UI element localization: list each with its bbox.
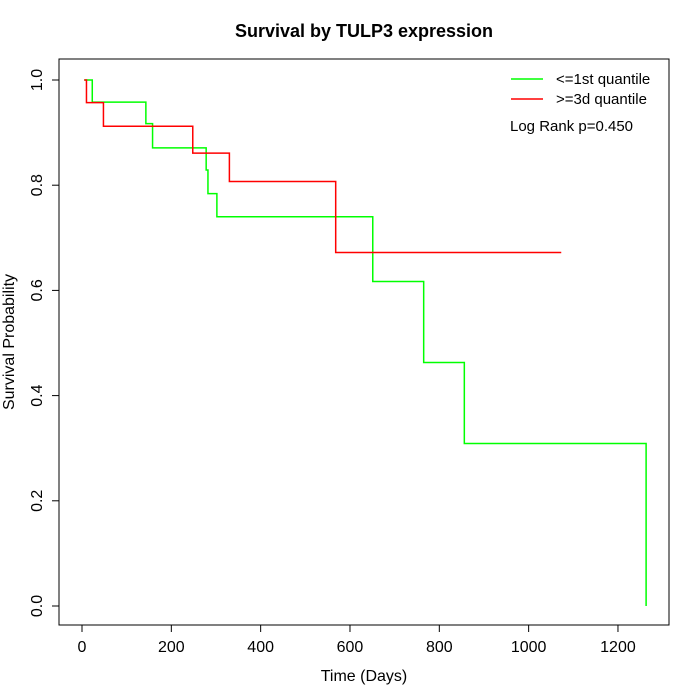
series-line-high-quantile bbox=[84, 79, 562, 254]
x-tick-label: 1200 bbox=[600, 639, 636, 656]
chart-title: Survival by TULP3 expression bbox=[235, 21, 493, 41]
y-tick-label: 0.2 bbox=[29, 490, 46, 512]
x-tick-label: 200 bbox=[158, 639, 185, 656]
y-tick-label: 0.4 bbox=[29, 384, 46, 406]
legend-label: <=1st quantile bbox=[556, 71, 650, 88]
y-tick-label: 0.0 bbox=[29, 595, 46, 617]
series-layer bbox=[84, 79, 647, 606]
x-tick-label: 0 bbox=[78, 639, 87, 656]
y-tick-label: 0.8 bbox=[29, 174, 46, 196]
x-axis: 0 200 400 600 800 1000 1200 bbox=[78, 624, 636, 656]
y-axis-label: Survival Probability bbox=[1, 274, 18, 410]
x-tick-label: 600 bbox=[337, 639, 364, 656]
x-axis-label: Time (Days) bbox=[321, 668, 408, 685]
x-tick-label: 400 bbox=[247, 639, 274, 656]
legend: <=1st quantile >=3d quantile bbox=[511, 71, 650, 108]
plot-frame bbox=[58, 58, 670, 626]
legend-label: >=3d quantile bbox=[556, 91, 647, 108]
x-tick-label: 1000 bbox=[511, 639, 547, 656]
y-axis: 0.0 0.2 0.4 0.6 0.8 1.0 bbox=[29, 69, 60, 617]
x-tick-label: 800 bbox=[426, 639, 453, 656]
y-tick-label: 0.6 bbox=[29, 279, 46, 301]
series-line-low-quantile bbox=[84, 79, 647, 606]
log-rank-annotation: Log Rank p=0.450 bbox=[510, 118, 633, 135]
y-tick-label: 1.0 bbox=[29, 69, 46, 91]
